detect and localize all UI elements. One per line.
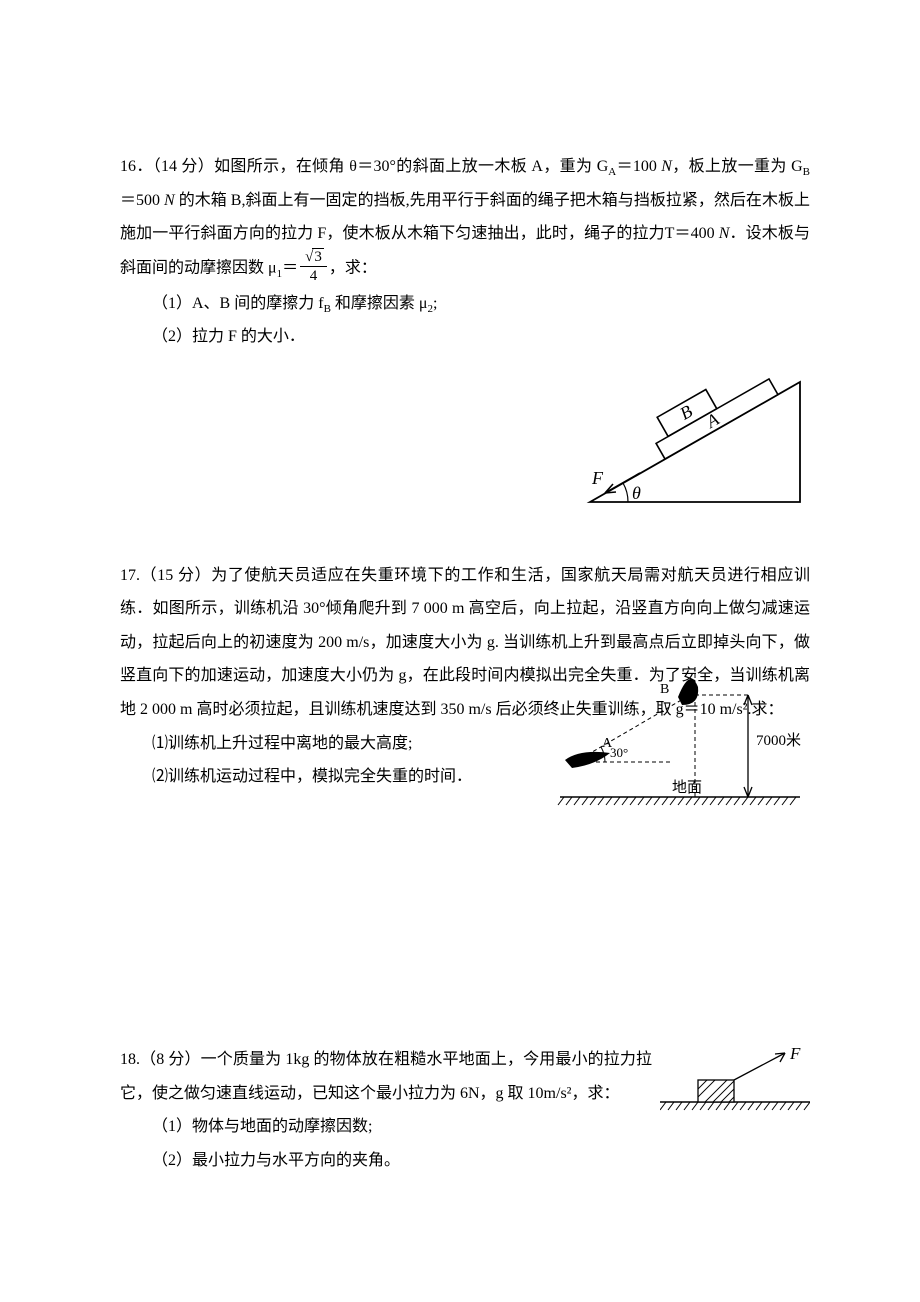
p16-text-1: 16．（14 分）如图所示，在倾角 θ＝30°的斜面上放一木板 A，重为 G: [120, 158, 608, 175]
label-f18: F: [789, 1047, 801, 1063]
problem-17: 17.（15 分）为了使航天员适应在失重环境下的工作和生活，国家航天局需对航天员…: [120, 559, 810, 830]
p16-sub1-c: ;: [433, 295, 437, 312]
p16-sub1-a: （1）A、B 间的摩擦力 f: [152, 295, 324, 312]
problem-16: 16．（14 分）如图所示，在倾角 θ＝30°的斜面上放一木板 A，重为 GA＝…: [120, 150, 810, 525]
spacing-gap: [120, 863, 810, 1043]
block-pull-diagram-icon: F: [660, 1047, 810, 1117]
label-angle: 30°: [610, 745, 628, 760]
unit-n-1: N: [661, 158, 672, 175]
sqrt-icon: 3: [303, 249, 324, 266]
p16-sub2: （2）拉力 F 的大小．: [120, 320, 810, 354]
p16-text-5: 的木箱 B,斜面上有一固定的挡板,先用平行于斜面的绳子把木箱与挡板拉紧，然后在木…: [120, 192, 810, 243]
sub-gb: B: [803, 166, 810, 178]
label-f: F: [591, 468, 604, 488]
p16-text-7: ＝: [282, 259, 298, 276]
p16-text-2: ＝100: [616, 158, 661, 175]
unit-n-3: N: [719, 225, 730, 242]
p18-figure: F: [660, 1047, 810, 1130]
p16-text-3: ，板上放一重为 G: [672, 158, 803, 175]
problem-18: F 18.（8 分）一个质量为 1kg 的物体放在粗糙水平地面上，今用最小的拉力…: [120, 1043, 810, 1177]
label-altitude: 7000米: [756, 732, 801, 749]
sub-fb: B: [324, 303, 331, 315]
p16-sub1: （1）A、B 间的摩擦力 fB 和摩擦因素 μ2;: [120, 287, 810, 321]
p16-sub1-b: 和摩擦因素 μ: [331, 295, 428, 312]
p16-text-8: ，求：: [329, 259, 377, 276]
frac-num: 3: [312, 248, 324, 265]
fraction-mu1: 34: [300, 249, 327, 285]
p16-figure: A B F θ: [580, 362, 810, 525]
frac-den: 4: [300, 267, 327, 285]
incline-diagram-icon: A B F θ: [580, 362, 810, 512]
label-theta: θ: [632, 483, 641, 503]
p18-sub2: （2）最小拉力与水平方向的夹角。: [120, 1144, 810, 1178]
unit-n-2: N: [164, 192, 175, 209]
problem-16-text: 16．（14 分）如图所示，在倾角 θ＝30°的斜面上放一木板 A，重为 GA＝…: [120, 150, 810, 287]
p17-text: 17.（15 分）为了使航天员适应在失重环境下的工作和生活，国家航天局需对航天员…: [120, 559, 810, 727]
p16-text-4: ＝500: [120, 192, 164, 209]
label-ground: 地面: [672, 779, 702, 796]
